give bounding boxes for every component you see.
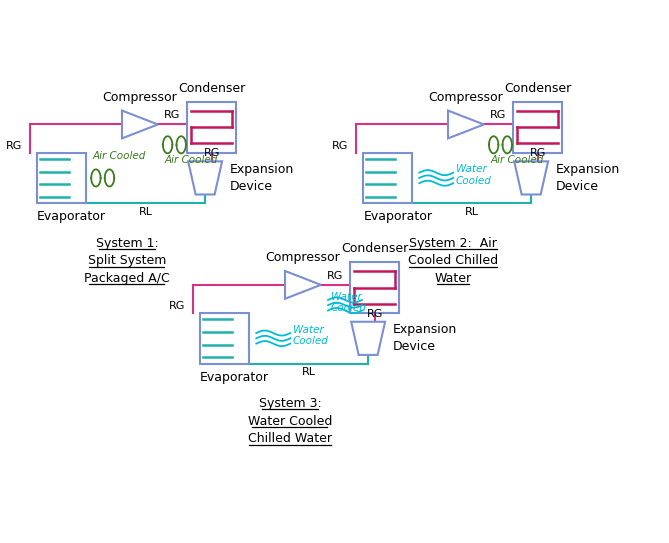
Text: Condenser: Condenser (504, 82, 571, 95)
Text: RL: RL (302, 368, 316, 377)
Polygon shape (448, 111, 484, 138)
Polygon shape (351, 322, 385, 355)
Text: Air Cooled: Air Cooled (490, 155, 544, 166)
Text: Chilled Water: Chilled Water (248, 432, 332, 445)
Text: Expansion
Device: Expansion Device (556, 163, 620, 193)
Bar (37, 153, 86, 203)
Text: RG: RG (6, 141, 23, 151)
Text: RL: RL (138, 207, 153, 217)
Polygon shape (514, 161, 548, 194)
Text: Water: Water (434, 272, 472, 285)
Text: RG: RG (529, 148, 546, 158)
Text: System 2:  Air: System 2: Air (409, 237, 497, 250)
Text: Condenser: Condenser (341, 242, 408, 255)
Text: Condenser: Condenser (178, 82, 246, 95)
Text: Water Cooled: Water Cooled (248, 415, 332, 428)
Bar (187, 102, 236, 153)
Text: System 3:: System 3: (258, 397, 321, 410)
Text: Air Cooled: Air Cooled (92, 151, 146, 161)
Bar (363, 153, 412, 203)
Text: Compressor: Compressor (266, 251, 341, 264)
Text: Water
Cooled: Water Cooled (456, 165, 492, 186)
Text: Air Cooled: Air Cooled (165, 155, 217, 166)
Text: RG: RG (327, 270, 344, 281)
Text: Packaged A/C: Packaged A/C (84, 272, 170, 285)
Polygon shape (122, 111, 158, 138)
Text: RG: RG (332, 141, 349, 151)
Text: RL: RL (465, 207, 478, 217)
Text: RG: RG (165, 110, 181, 120)
Text: Water
Cooled: Water Cooled (330, 292, 367, 313)
Text: Evaporator: Evaporator (363, 210, 432, 223)
Text: Evaporator: Evaporator (37, 210, 106, 223)
Bar (513, 102, 562, 153)
Bar (200, 313, 249, 364)
Text: Compressor: Compressor (102, 91, 177, 104)
Text: Compressor: Compressor (429, 91, 503, 104)
Text: RG: RG (367, 308, 383, 319)
Text: RG: RG (169, 301, 185, 311)
Text: Split System: Split System (88, 254, 166, 267)
Text: Water
Cooled: Water Cooled (293, 325, 328, 346)
Polygon shape (188, 161, 222, 194)
Text: Expansion
Device: Expansion Device (230, 163, 294, 193)
Text: RG: RG (203, 148, 220, 158)
Text: System 1:: System 1: (96, 237, 159, 250)
Polygon shape (285, 271, 321, 299)
Bar (350, 262, 399, 313)
Text: RG: RG (490, 110, 506, 120)
Text: Expansion
Device: Expansion Device (393, 323, 457, 353)
Text: Cooled Chilled: Cooled Chilled (408, 254, 498, 267)
Text: Evaporator: Evaporator (200, 371, 269, 384)
